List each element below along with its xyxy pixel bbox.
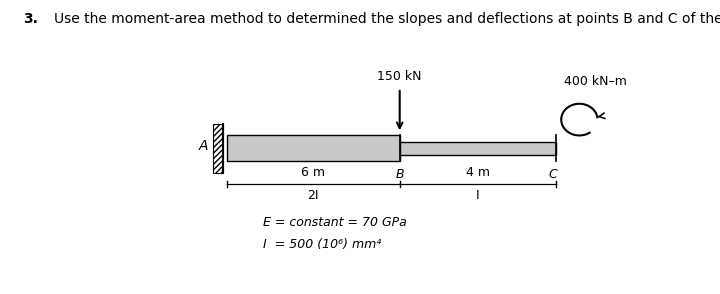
Text: C: C <box>549 168 557 181</box>
Text: 6 m: 6 m <box>301 166 325 179</box>
Text: I: I <box>476 189 480 202</box>
Text: 3.: 3. <box>23 12 38 26</box>
Bar <box>227 136 400 161</box>
Text: 2I: 2I <box>307 189 319 202</box>
Text: 150 kN: 150 kN <box>377 70 422 83</box>
Text: I  = 500 (10⁶) mm⁴: I = 500 (10⁶) mm⁴ <box>263 238 381 251</box>
Text: B: B <box>395 168 404 181</box>
Text: Use the moment-area method to determined the slopes and deflections at points B : Use the moment-area method to determined… <box>54 12 720 26</box>
Text: A: A <box>199 139 208 153</box>
Text: E = constant = 70 GPa: E = constant = 70 GPa <box>263 216 407 229</box>
Bar <box>400 142 556 155</box>
Text: 400 kN–m: 400 kN–m <box>564 75 626 88</box>
Bar <box>213 124 222 173</box>
Text: 4 m: 4 m <box>466 166 490 179</box>
